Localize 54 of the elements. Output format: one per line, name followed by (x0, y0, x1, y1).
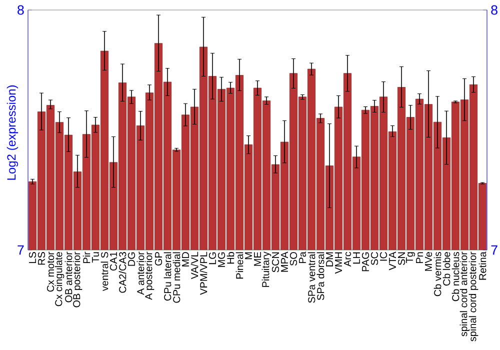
y-axis-title: Log2 (expression) (6, 85, 18, 180)
x-tick-label: Cb lobe (442, 252, 450, 286)
x-tick-label: OB posterior (72, 252, 82, 308)
x-tick-label: Pineal (236, 252, 244, 279)
x-tick-label: MG (218, 252, 226, 267)
x-tick-label: SN (398, 252, 406, 266)
x-tick-label: CPu lateral (164, 252, 172, 301)
x-tick-label: SCN (272, 252, 280, 272)
x-tick-label: ventral S (100, 252, 108, 292)
x-tick-label: CA2/CA3 (118, 252, 126, 293)
x-tick-label: MD (182, 252, 189, 266)
y2-tick-label: 8 (491, 5, 498, 15)
x-tick-label: SC (370, 252, 378, 266)
x-tick-label: Cx cingulate (54, 252, 64, 306)
x-tick-label: Cb nucleus (452, 252, 460, 302)
x-tick-label: SO (290, 252, 298, 266)
x-tick-label: CPu medial (172, 252, 180, 303)
x-tick-label: RS (38, 252, 46, 265)
x-tick-label: VPM/VPL (200, 252, 208, 295)
x-tick-label: VA/VL (190, 252, 198, 280)
x-tick-label: Tu (92, 252, 99, 263)
x-tick-label: IC (380, 252, 388, 261)
x-tick-label: CA1 (110, 252, 118, 271)
x-tick-label: SPa ventral (308, 252, 316, 303)
x-tick-label: Hb (226, 252, 234, 264)
x-tick-label: LH (353, 252, 360, 264)
x-tick-label: GP (154, 252, 162, 266)
x-tick-label: Pa (299, 252, 306, 264)
x-tick-label: SPa dorsal (316, 252, 324, 300)
x-tick-label: VMH (335, 252, 342, 274)
x-tick-label: spinal cord anterior (460, 252, 470, 336)
x-tick-label: Cb vermis (434, 252, 442, 296)
x-tick-label: M (245, 252, 252, 260)
x-tick-label: LS (28, 252, 36, 264)
x-tick-label: OB anterior (64, 252, 72, 302)
x-tick-label: Tg (406, 252, 415, 264)
x-tick-label: A posterior (144, 252, 154, 300)
x-tick-label: DG (128, 252, 136, 266)
x-tick-label: DM (326, 252, 333, 266)
x-tick-label: spinal cord posterior (468, 252, 478, 342)
x-tick-label: Cx motor (46, 252, 54, 292)
x-tick-label: LG (208, 252, 216, 264)
x-tick-label: Pn (416, 252, 423, 264)
x-tick-label: Pir (82, 252, 90, 264)
x-tick-label: Pituitary (262, 252, 272, 287)
x-tick-label: MPA (281, 252, 288, 272)
x-tick-label: A anterior (136, 252, 144, 295)
x-tick-label: MVe (425, 252, 432, 271)
x-tick-label: ME (254, 252, 261, 266)
y2-tick-label: 7 (491, 245, 498, 255)
x-tick-label: PAG (362, 252, 370, 272)
x-tick-label: VTA (389, 252, 396, 270)
x-tick-label: Arc (344, 252, 351, 267)
x-tick-label: Retina (478, 252, 486, 280)
